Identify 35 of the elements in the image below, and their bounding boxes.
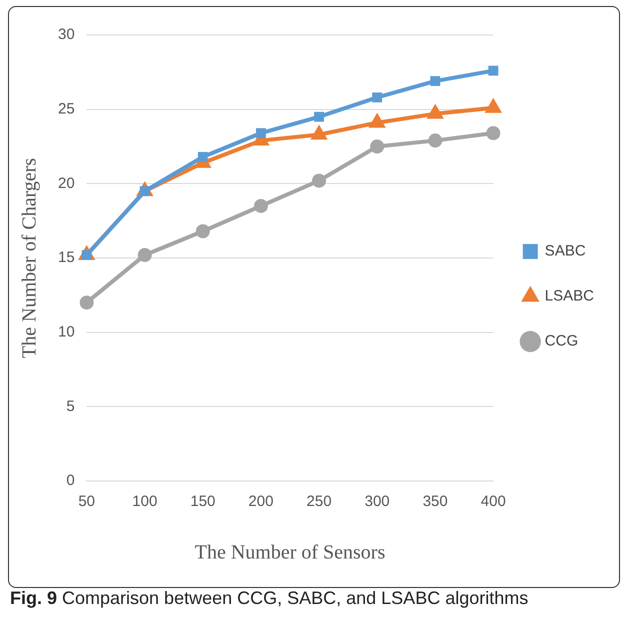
point (312, 174, 326, 188)
legend-label: LSABC (544, 288, 594, 305)
x-tick-label: 100 (132, 493, 158, 510)
point (196, 224, 210, 238)
x-tick-label: 50 (78, 493, 96, 510)
point (138, 248, 152, 262)
y-tick-label: 30 (58, 26, 75, 44)
point (198, 152, 208, 162)
x-tick-label: 350 (422, 493, 448, 510)
point (80, 296, 94, 310)
caption: Fig. 9 Comparison between CCG, SABC, and LSABC algorithms (10, 588, 528, 609)
legend-label: CCG (544, 332, 578, 350)
point (430, 76, 440, 86)
point (254, 198, 268, 213)
point (372, 92, 382, 102)
y-tick-label: 0 (66, 472, 75, 490)
x-tick-label: 400 (480, 493, 506, 510)
legend-label: SABC (544, 242, 586, 260)
x-tick-label: 300 (364, 493, 390, 510)
y-tick-label: 15 (58, 249, 75, 266)
y-axis-title: The Number of Chargers (18, 158, 40, 358)
point (314, 112, 324, 122)
point (256, 128, 266, 138)
y-tick-label: 5 (66, 398, 75, 415)
x-tick-label: 200 (248, 493, 274, 510)
x-tick-label: 250 (306, 493, 332, 510)
point (488, 66, 498, 76)
point (486, 126, 500, 140)
point (370, 140, 384, 154)
x-tick-label: 150 (190, 493, 216, 510)
y-tick-label: 10 (58, 323, 75, 340)
x-axis-title: The Number of Sensors (194, 541, 386, 564)
y-tick-label: 25 (58, 100, 75, 118)
point (428, 134, 442, 148)
y-tick-label: 20 (58, 174, 75, 192)
